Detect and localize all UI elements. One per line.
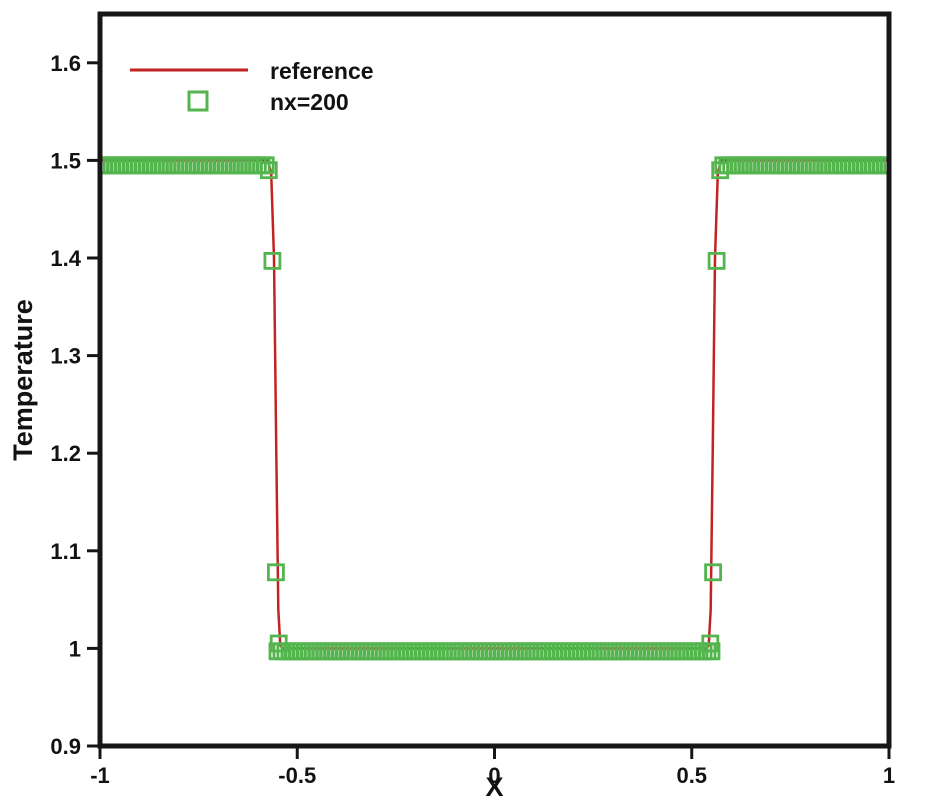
plot-frame [97,11,892,749]
legend-label-reference: reference [270,58,374,84]
legend-label-nx200: nx=200 [270,89,349,115]
x-tick-label: 0 [488,763,500,788]
y-tick-label: 1.2 [50,441,81,466]
square-marker [704,563,722,582]
y-tick-label: 1.5 [50,148,81,173]
square-marker [707,251,726,270]
plot-area [100,156,889,661]
y-tick-label: 1.1 [50,539,81,564]
square-marker [256,156,275,175]
y-axis-label: Temperature [8,299,38,461]
x-axis-label: X [485,772,503,802]
square-marker [259,161,278,180]
square-marker [263,251,282,270]
y-tick-label: 0.9 [50,734,81,759]
nx200-markers [100,156,889,661]
y-tick-label: 1.3 [50,344,81,369]
square-marker [880,156,889,175]
legend-square-sample [187,90,209,112]
y-tick-label: 1.6 [50,51,81,76]
y-tick-label: 1.4 [50,246,81,271]
legend-item-reference: reference [130,58,374,84]
legend: reference nx=200 [130,58,374,115]
x-tick-label: -1 [90,763,110,788]
x-tick-label: -0.5 [278,763,316,788]
x-tick-label: 0.5 [676,763,707,788]
x-tick-label: 1 [883,763,895,788]
legend-item-nx200: nx=200 [187,89,349,115]
y-tick-label: 1 [69,636,81,661]
square-marker [701,634,720,653]
square-marker [266,563,285,582]
